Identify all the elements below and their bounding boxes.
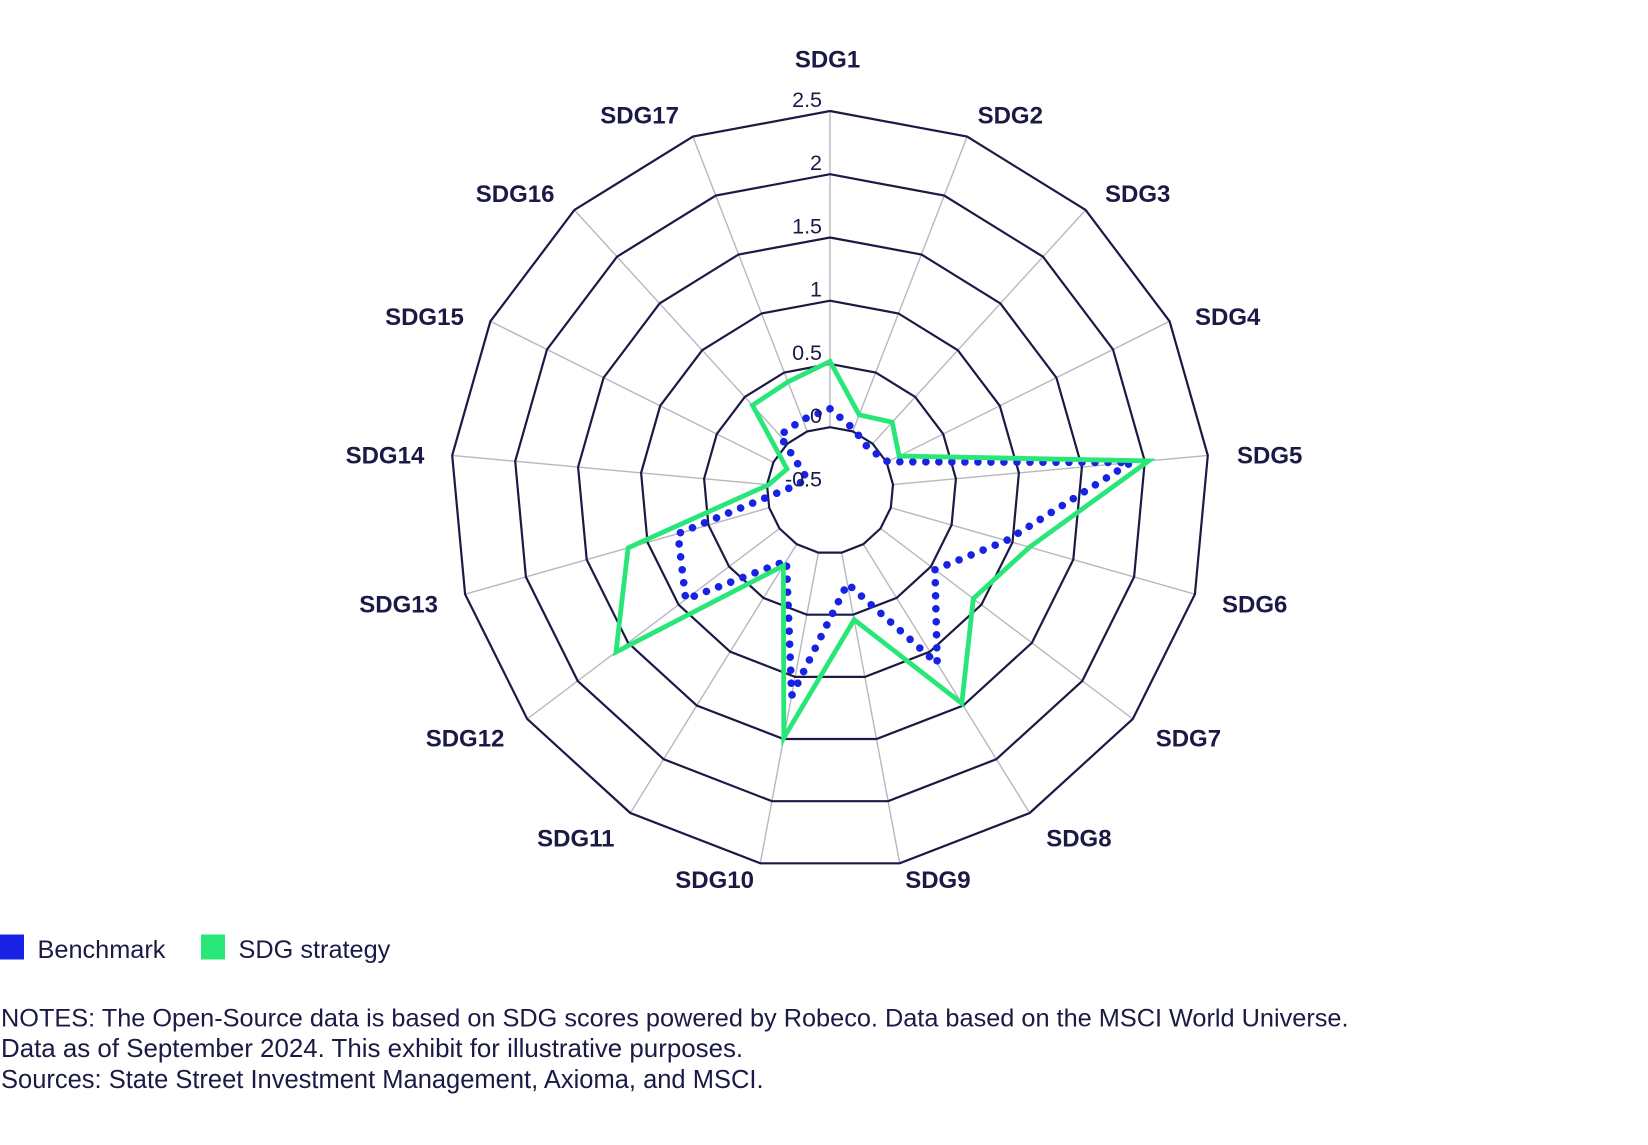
svg-text:SDG11: SDG11 (537, 826, 614, 853)
svg-text:SDG4: SDG4 (1195, 304, 1261, 331)
svg-text:SDG16: SDG16 (476, 181, 555, 208)
svg-text:0.5: 0.5 (792, 341, 822, 365)
svg-text:SDG9: SDG9 (905, 867, 970, 894)
svg-text:Benchmark: Benchmark (38, 936, 166, 964)
svg-text:2: 2 (810, 151, 822, 175)
svg-text:SDG2: SDG2 (978, 102, 1043, 129)
svg-text:SDG12: SDG12 (426, 725, 505, 752)
svg-text:SDG1: SDG1 (795, 46, 860, 73)
svg-text:SDG15: SDG15 (385, 304, 464, 331)
svg-text:SDG6: SDG6 (1222, 591, 1287, 618)
svg-text:NOTES: The Open-Source data is: NOTES: The Open-Source data is based on … (1, 1005, 1349, 1033)
svg-text:2.5: 2.5 (792, 88, 822, 112)
svg-text:0: 0 (810, 404, 822, 428)
svg-text:1.5: 1.5 (792, 215, 822, 239)
svg-text:SDG8: SDG8 (1046, 826, 1111, 853)
svg-text:SDG17: SDG17 (600, 102, 679, 129)
svg-text:SDG13: SDG13 (359, 591, 438, 618)
svg-text:SDG10: SDG10 (675, 867, 754, 894)
svg-text:1: 1 (810, 278, 822, 302)
svg-text:Sources: State Street Investme: Sources: State Street Investment Managem… (1, 1066, 764, 1094)
svg-text:SDG14: SDG14 (346, 442, 425, 469)
svg-text:-0.5: -0.5 (785, 467, 822, 491)
svg-text:Data as of September 2024. Thi: Data as of September 2024. This exhibit … (1, 1035, 743, 1063)
svg-text:SDG3: SDG3 (1105, 181, 1170, 208)
svg-text:SDG strategy: SDG strategy (239, 936, 391, 964)
svg-text:SDG7: SDG7 (1156, 725, 1221, 752)
svg-text:SDG5: SDG5 (1237, 442, 1302, 469)
